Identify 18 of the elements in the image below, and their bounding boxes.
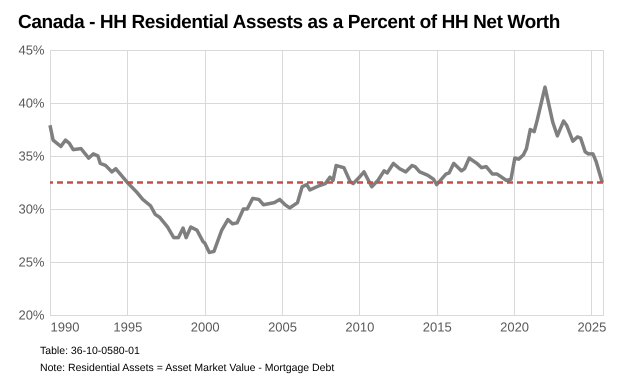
x-tick-label: 2005	[268, 320, 297, 334]
chart-title: Canada - HH Residential Assests as a Percent of HH Net Worth	[18, 12, 560, 34]
x-tick-label: 2015	[422, 320, 452, 334]
x-tick-label: 1995	[113, 320, 142, 334]
y-tick-label: 35%	[18, 148, 45, 164]
y-tick-label: 30%	[18, 202, 45, 216]
line-series	[48, 85, 604, 254]
x-tick-label: 1990	[50, 320, 80, 334]
x-tick-label: 2010	[345, 320, 374, 334]
text: Note: Residential Assets = Asset Market Value - Mortgage Debt	[40, 361, 334, 376]
y-tick-label: 40%	[18, 96, 45, 110]
y-tick-label: 20%	[18, 308, 45, 322]
y-tick-label: 25%	[18, 254, 45, 270]
x-tick-label: 2000	[190, 320, 220, 334]
x-tick-label: 2025	[577, 320, 606, 334]
text: Table: 36-10-0580-01	[40, 344, 141, 359]
y-tick-label: 45%	[18, 42, 45, 58]
x-tick-label: 2020	[500, 320, 530, 334]
